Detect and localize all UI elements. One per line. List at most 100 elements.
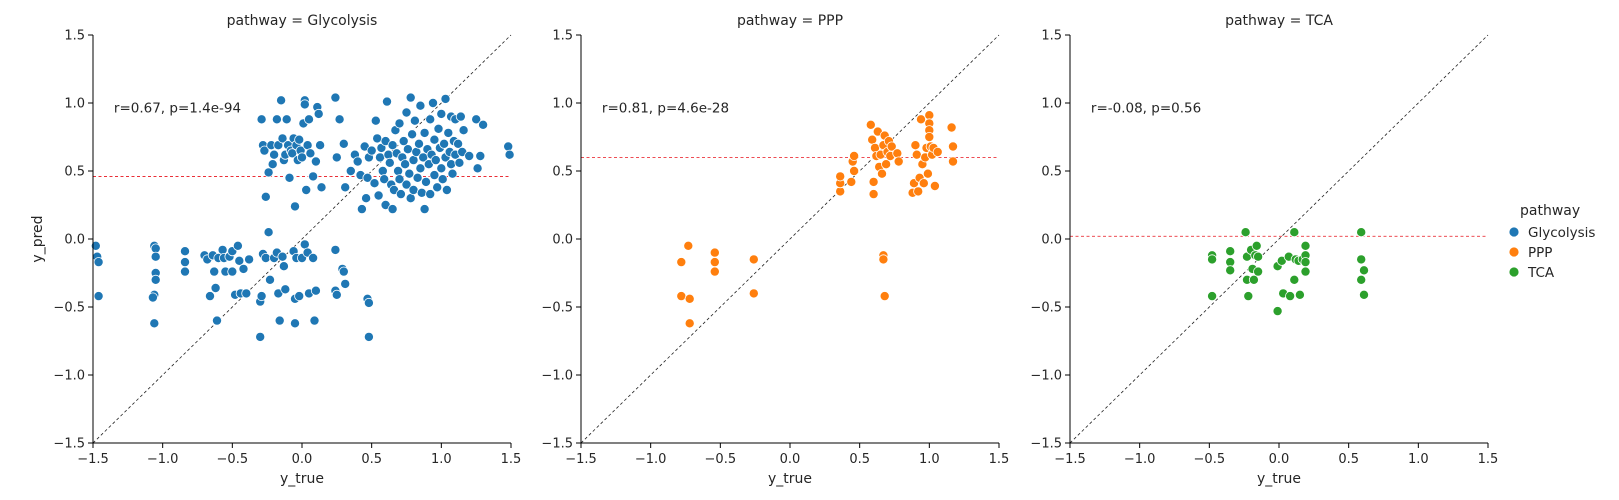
data-point (393, 165, 404, 176)
data-point (413, 138, 424, 149)
data-point (259, 145, 270, 156)
x-tick-label: −0.5 (705, 452, 737, 467)
legend-label-ppp: PPP (1528, 245, 1552, 261)
panel-ppp: pathway = PPP −1.5−1.5 −1.0 −1.0 −0.5 −0.5 0.0… (541, 13, 1009, 487)
y-tick-label: −0.5 (1030, 301, 1062, 316)
data-point (439, 138, 450, 149)
data-point (447, 168, 458, 179)
data-point (1356, 254, 1367, 265)
data-point (1272, 306, 1283, 317)
data-point (234, 255, 245, 266)
data-point (407, 129, 418, 140)
data-point (948, 141, 959, 152)
data-point (394, 174, 405, 185)
data-point (1359, 265, 1370, 276)
data-point (299, 99, 310, 110)
data-point (308, 171, 319, 182)
x-tick-label: 0.0 (780, 452, 801, 467)
data-point (478, 119, 489, 130)
y-tick-label: 1.5 (1041, 29, 1062, 44)
x-tick-label: 1.5 (1478, 452, 1499, 467)
data-point (748, 254, 759, 265)
data-point (1243, 291, 1254, 302)
data-point (284, 172, 295, 183)
x-axis-label: y_true (280, 471, 324, 487)
data-point (420, 176, 431, 187)
data-point (709, 266, 720, 277)
y-tick-label: 1.5 (64, 29, 85, 44)
data-point (454, 157, 465, 168)
legend-entry-ppp: PPP (1508, 245, 1552, 261)
data-point (868, 176, 879, 187)
data-point (313, 108, 324, 119)
y-tick-label: 1.0 (64, 97, 85, 112)
data-point (471, 114, 482, 125)
data-point (402, 144, 413, 155)
data-point (458, 125, 469, 136)
data-point (303, 114, 314, 125)
panel-title: pathway = TCA (1225, 13, 1333, 29)
data-point (881, 159, 892, 170)
data-point (149, 318, 160, 329)
x-tick-label: −1.5 (565, 452, 597, 467)
data-point (363, 297, 374, 308)
data-point (504, 149, 515, 160)
data-point (924, 131, 935, 142)
data-point (330, 244, 341, 255)
data-point (405, 92, 416, 103)
y-tick-label: 0.5 (1041, 165, 1062, 180)
x-tick-label: −0.5 (1194, 452, 1226, 467)
data-point (436, 163, 447, 174)
data-point (709, 257, 720, 268)
x-tick-label: 0.0 (292, 452, 313, 467)
data-point (455, 111, 466, 122)
panel-title: pathway = PPP (737, 13, 843, 29)
data-point (394, 118, 405, 129)
data-point (425, 114, 436, 125)
data-point (453, 138, 464, 149)
data-point (432, 182, 443, 193)
y-tick-label: 0.0 (64, 233, 85, 248)
data-point (1294, 289, 1305, 300)
data-point (374, 152, 385, 163)
data-point (443, 127, 454, 138)
data-point (373, 190, 384, 201)
legend: pathway Glycolysis PPP TCA (1508, 203, 1595, 281)
y-tick-label: 0.0 (552, 233, 573, 248)
data-point (269, 149, 280, 160)
data-point (922, 168, 933, 179)
x-tick-label: −1.0 (1124, 452, 1156, 467)
data-point (464, 150, 475, 161)
data-point (179, 257, 190, 268)
data-point (932, 146, 943, 157)
data-point (387, 204, 398, 215)
data-point (340, 278, 351, 289)
data-point (241, 288, 252, 299)
data-point (244, 254, 255, 265)
correlation-annotation: r=0.67, p=1.4e-94 (114, 101, 241, 117)
legend-entry-glycolysis: Glycolysis (1508, 225, 1595, 241)
data-point (865, 119, 876, 130)
data-point (408, 184, 419, 195)
y-tick-label: 0.0 (1041, 233, 1062, 248)
data-point (352, 156, 363, 167)
data-point (366, 145, 377, 156)
data-point (683, 240, 694, 251)
panel-tca: pathway = TCA −1.5−1.5 −1.0 −1.0 −0.5 −0.5 0.0… (1030, 13, 1498, 487)
x-tick-label: 1.0 (1408, 452, 1429, 467)
data-point (846, 176, 857, 187)
data-point (892, 148, 903, 159)
y-tick-label: −1.0 (541, 369, 573, 384)
data-point (345, 165, 356, 176)
data-point (369, 178, 380, 189)
data-point (281, 114, 292, 125)
x-tick-label: 0.5 (849, 452, 870, 467)
data-point (835, 171, 846, 182)
data-point (263, 167, 274, 178)
y-tick-label: 0.5 (64, 165, 85, 180)
legend-marker-tca (1508, 266, 1520, 278)
data-point (409, 115, 420, 126)
identity-line (580, 34, 1000, 444)
data-point (277, 251, 288, 262)
